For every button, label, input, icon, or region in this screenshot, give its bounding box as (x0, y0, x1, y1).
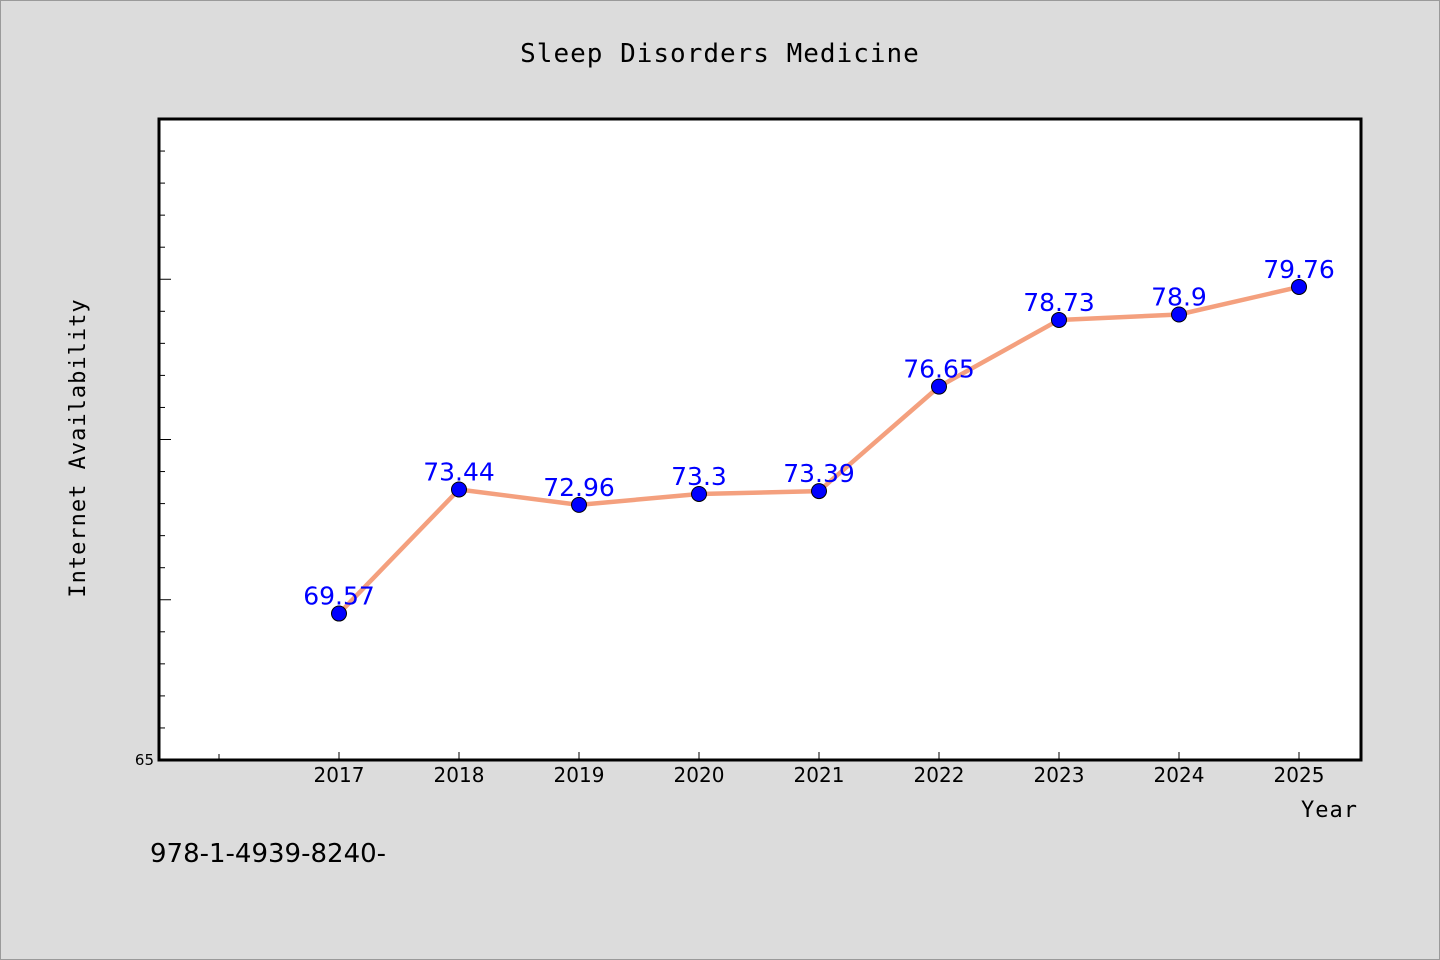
x-tick-label: 2021 (794, 763, 845, 787)
data-point (331, 605, 347, 622)
x-tick-label: 2022 (914, 763, 965, 787)
x-tick-label: 2024 (1154, 763, 1205, 787)
data-label: 72.96 (543, 473, 615, 502)
data-label: 78.73 (1023, 288, 1095, 317)
data-label: 76.65 (903, 355, 975, 384)
data-point (691, 485, 707, 502)
x-tick-label: 2020 (674, 763, 725, 787)
plot-area (157, 117, 1363, 762)
x-axis-ticks: 2017 2018 2019 2020 2021 2022 2023 2024 2025 (218, 752, 1325, 787)
data-label: 73.39 (783, 459, 855, 488)
series-layer: 69.57 73.44 72.96 73.3 73.39 76.65 78.73 78.9 79… (303, 255, 1335, 622)
x-tick-label: 2019 (554, 763, 605, 787)
footer-code: 978-1-4939-8240- (150, 839, 386, 869)
data-point (571, 496, 587, 513)
data-label: 69.57 (303, 582, 375, 611)
data-label: 73.3 (671, 462, 727, 491)
data-label: 73.44 (423, 457, 495, 486)
chart-title: Sleep Disorders Medicine (520, 39, 920, 69)
x-axis-title: Year (1301, 798, 1358, 823)
data-point (451, 481, 467, 498)
data-point (1171, 306, 1187, 323)
data-point (811, 483, 827, 500)
x-tick-label: 2025 (1274, 763, 1325, 787)
x-tick-label: 2023 (1034, 763, 1085, 787)
data-point (1051, 311, 1067, 328)
y-axis-title: Internet Availability (66, 298, 91, 597)
y-axis-ticks: 65 (135, 150, 171, 769)
data-label: 79.76 (1263, 255, 1335, 284)
x-tick-label: 2017 (314, 763, 365, 787)
data-point (931, 378, 947, 395)
data-label: 78.9 (1151, 283, 1207, 312)
data-point (1291, 278, 1307, 295)
y-tick-label: 65 (135, 751, 154, 769)
x-tick-label: 2018 (434, 763, 485, 787)
